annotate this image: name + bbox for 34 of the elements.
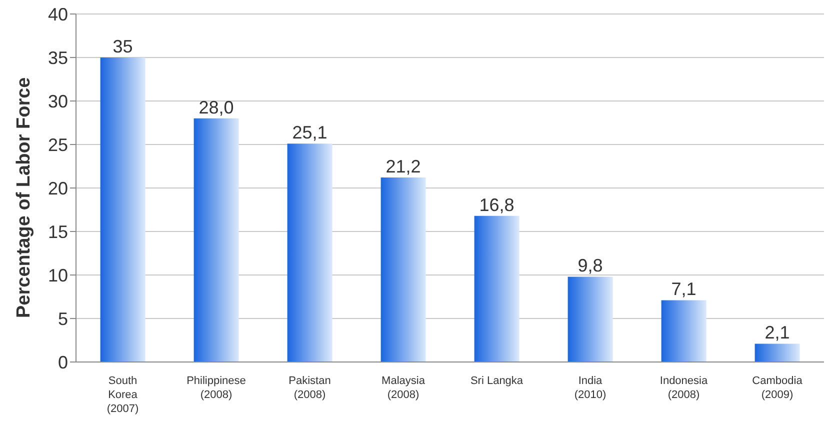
data-label: 21,2: [386, 156, 421, 177]
bar: [194, 118, 239, 362]
bar: [287, 144, 332, 362]
y-tick-label: 40: [48, 4, 68, 24]
bar: [754, 344, 800, 362]
bar: [661, 300, 706, 362]
y-tick-label: 20: [48, 178, 68, 198]
bar: [100, 58, 146, 362]
bar: [474, 216, 520, 362]
x-tick-label: Philippinese (2008): [186, 375, 246, 401]
data-label: 9,8: [578, 256, 603, 276]
x-tick-label: Pakistan (2008): [288, 375, 331, 401]
data-label: 7,1: [671, 279, 696, 300]
y-tick-label: 30: [48, 91, 68, 112]
x-tick-label: Cambodia (2009): [752, 375, 804, 401]
x-tick-label: Indonesia (2008): [660, 375, 708, 401]
data-label: 2,1: [764, 322, 790, 343]
y-tick-label: 25: [48, 134, 68, 155]
bar: [568, 276, 613, 362]
data-label: 28,0: [198, 97, 234, 118]
data-label: 25,1: [292, 122, 328, 143]
y-tick-label: 0: [58, 352, 68, 372]
y-tick-label: 5: [58, 308, 68, 329]
y-tick-label: 35: [48, 48, 68, 68]
x-tick-label: Sri Langka: [470, 375, 524, 387]
x-tick-label: Malaysia (2008): [382, 375, 426, 401]
y-axis-title: Percentage of Labor Force: [14, 77, 35, 318]
y-tick-label: 10: [48, 265, 68, 286]
data-label: 16,8: [479, 194, 514, 215]
data-label: 35: [112, 36, 133, 56]
x-tick-label: India (2010): [574, 375, 606, 401]
bar: [380, 178, 426, 362]
x-tick-label: South Korea (2007): [106, 375, 139, 415]
y-tick-label: 15: [48, 222, 68, 242]
